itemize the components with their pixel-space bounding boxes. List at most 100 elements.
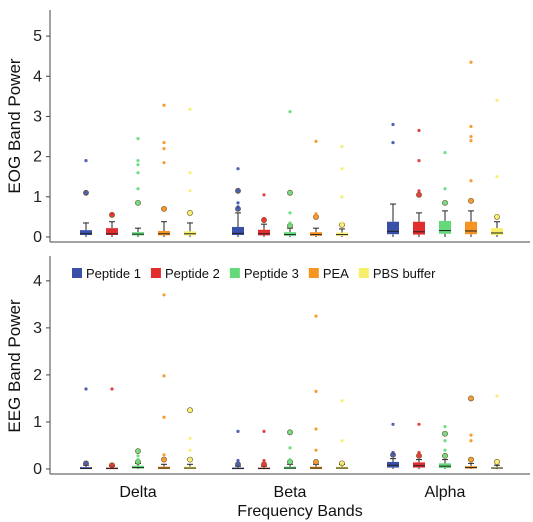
outlier-point bbox=[162, 161, 166, 165]
box-iqr bbox=[465, 221, 477, 235]
outlier-point bbox=[288, 221, 292, 225]
eog-y-tick-label: 4 bbox=[33, 68, 42, 85]
outlier-point bbox=[236, 205, 240, 209]
outlier-point bbox=[314, 448, 318, 452]
outlier-point bbox=[417, 422, 421, 426]
outlier-point bbox=[136, 454, 140, 458]
eog-box-beta-3 bbox=[310, 139, 322, 237]
outlier-point bbox=[443, 425, 447, 429]
outlier-point bbox=[288, 457, 292, 462]
eeg-box-alpha-2 bbox=[439, 425, 451, 469]
outlier-point bbox=[188, 171, 192, 175]
box-iqr bbox=[439, 220, 451, 234]
outlier-point bbox=[136, 163, 140, 167]
eeg-y-axis-label: EEG Band Power bbox=[5, 299, 24, 433]
eog-y-tick-label: 1 bbox=[33, 189, 42, 206]
outlier-point bbox=[236, 429, 240, 433]
eog-y-tick-label: 2 bbox=[33, 149, 42, 166]
outlier-point bbox=[187, 407, 193, 414]
outlier-point bbox=[84, 387, 88, 391]
eeg-y-tick-label: 4 bbox=[33, 273, 42, 290]
eeg-box-alpha-0 bbox=[387, 422, 399, 469]
outlier-point bbox=[162, 140, 166, 145]
eeg-box-beta-2 bbox=[284, 429, 296, 469]
outlier-point bbox=[136, 457, 140, 462]
eog-box-beta-0 bbox=[232, 167, 244, 237]
eeg-box-delta-3 bbox=[158, 293, 170, 469]
box-iqr bbox=[413, 462, 425, 468]
eog-box-alpha-2 bbox=[439, 151, 451, 237]
legend-swatch bbox=[72, 268, 82, 278]
outlier-point bbox=[287, 189, 293, 196]
eog-boxes bbox=[80, 60, 503, 237]
outlier-point bbox=[83, 460, 89, 467]
outlier-point bbox=[262, 458, 266, 463]
outlier-point bbox=[83, 189, 89, 196]
eeg-box-beta-0 bbox=[232, 429, 244, 470]
eog-box-alpha-1 bbox=[413, 128, 425, 237]
eeg-box-beta-4 bbox=[336, 399, 348, 469]
outlier-point bbox=[469, 439, 473, 443]
outlier-point bbox=[162, 374, 166, 378]
eeg-y-tick-label: 3 bbox=[33, 320, 42, 337]
eog-y-tick-label: 0 bbox=[33, 229, 42, 246]
eog-box-beta-1 bbox=[258, 193, 270, 237]
outlier-point bbox=[442, 199, 448, 206]
eog-box-beta-2 bbox=[284, 110, 296, 237]
eog-box-beta-4 bbox=[336, 144, 348, 237]
outlier-point bbox=[340, 167, 344, 171]
outlier-point bbox=[236, 167, 240, 171]
outlier-point bbox=[469, 138, 473, 143]
outlier-point bbox=[161, 456, 167, 463]
eeg-y-tick-label: 1 bbox=[33, 414, 42, 431]
eog-y-axis-label: EOG Band Power bbox=[5, 58, 24, 193]
outlier-point bbox=[162, 453, 166, 457]
x-category-label-delta: Delta bbox=[119, 484, 156, 501]
eeg-y-tick-label: 0 bbox=[33, 461, 42, 478]
outlier-point bbox=[188, 107, 192, 111]
outlier-point bbox=[261, 461, 267, 468]
outlier-point bbox=[495, 214, 499, 218]
outlier-point bbox=[235, 461, 241, 468]
outlier-point bbox=[314, 389, 318, 393]
outlier-point bbox=[288, 211, 292, 215]
outlier-point bbox=[188, 448, 192, 452]
outlier-point bbox=[469, 433, 473, 437]
eog-panel: EOG Band Power 0 1 2 3 4 5 bbox=[5, 10, 530, 246]
eeg-box-alpha-4 bbox=[491, 394, 503, 469]
outlier-point bbox=[442, 430, 448, 437]
eog-y-tick-label: 5 bbox=[33, 28, 42, 45]
box-iqr bbox=[258, 229, 270, 236]
outlier-point bbox=[314, 139, 318, 143]
outlier-point bbox=[417, 450, 421, 455]
outlier-point bbox=[340, 439, 344, 443]
eeg-box-beta-3 bbox=[310, 314, 322, 469]
outlier-point bbox=[340, 144, 344, 149]
outlier-point bbox=[340, 195, 344, 199]
eeg-box-alpha-1 bbox=[413, 422, 425, 469]
outlier-point bbox=[468, 197, 474, 204]
x-axis-label: Frequency Bands bbox=[237, 503, 362, 520]
eog-box-delta-2 bbox=[132, 136, 144, 237]
outlier-point bbox=[262, 216, 266, 221]
outlier-point bbox=[109, 462, 115, 469]
x-category-label-alpha: Alpha bbox=[425, 484, 466, 501]
eog-box-alpha-4 bbox=[491, 98, 503, 237]
outlier-point bbox=[136, 171, 140, 175]
outlier-point bbox=[188, 189, 192, 193]
outlier-point bbox=[187, 456, 193, 463]
box-iqr bbox=[106, 228, 118, 235]
eeg-box-delta-2 bbox=[132, 448, 144, 469]
outlier-point bbox=[135, 448, 141, 455]
eeg-boxes bbox=[80, 293, 503, 470]
outlier-point bbox=[339, 460, 345, 467]
outlier-point bbox=[314, 314, 318, 318]
legend-label: Peptide 1 bbox=[86, 266, 141, 281]
outlier-point bbox=[136, 159, 140, 163]
eeg-y-tick-label: 2 bbox=[33, 367, 42, 384]
legend-label: Peptide 3 bbox=[244, 266, 299, 281]
legend-label: PEA bbox=[323, 266, 349, 281]
legend-swatch bbox=[150, 268, 161, 278]
